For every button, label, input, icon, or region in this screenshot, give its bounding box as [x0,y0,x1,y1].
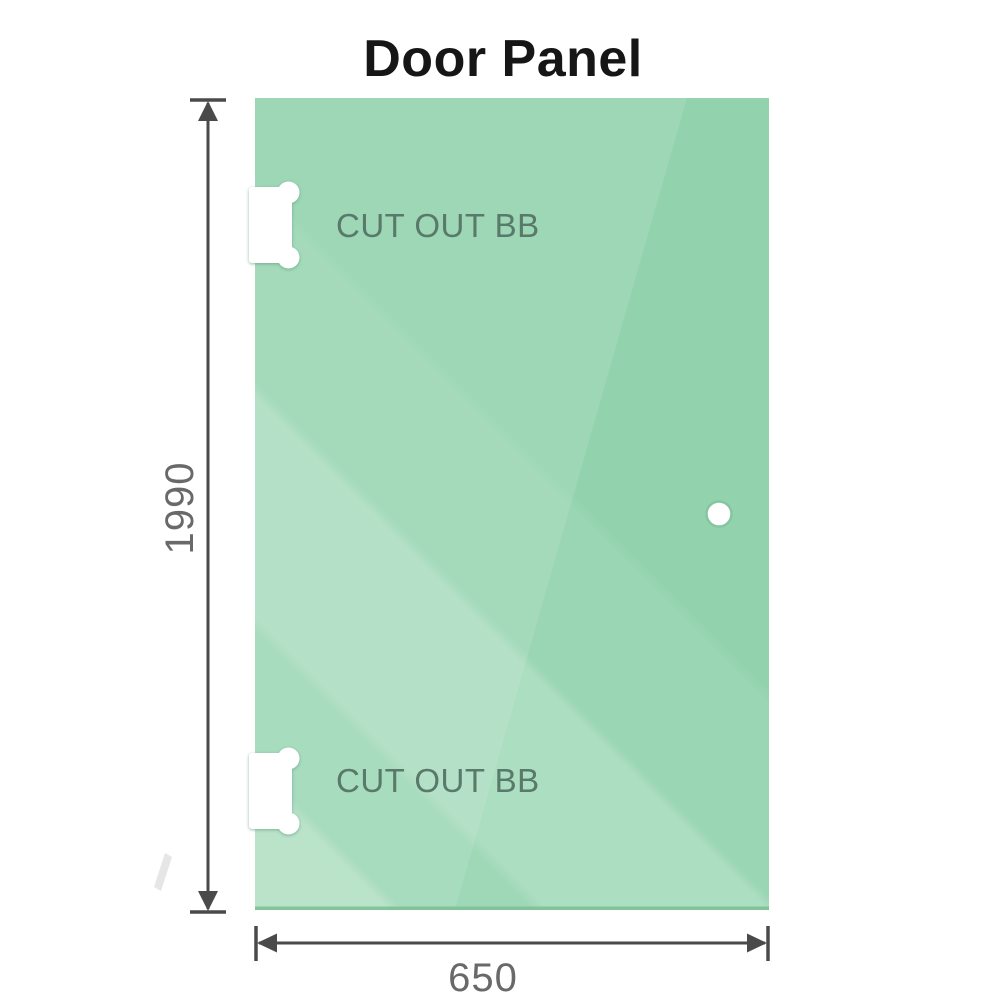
hinge-cutout-bottom-lobe-upper [277,747,300,770]
height-dim-arrow-up-icon [198,101,218,121]
width-dim-arrow-left-icon [257,933,277,953]
hinge-cutout-top-label: CUT OUT BB [336,207,540,244]
diagram-title: Door Panel [363,30,643,88]
hinge-cutout-bottom-lobe-lower [277,812,300,835]
height-dimension: 1990 [158,98,226,914]
hinge-cutout-bottom-body [249,753,292,829]
handle-hole [705,500,733,528]
hinge-cutout-top-lobe-upper [277,181,300,204]
width-dimension-label: 650 [448,956,518,1000]
width-dim-arrow-right-icon [747,933,767,953]
hinge-cutout-top-lobe-lower [277,246,300,269]
hinge-cutout-top-body [249,187,292,263]
hinge-cutout-bottom-label: CUT OUT BB [336,762,540,799]
glass-sheen-wedge [255,98,687,910]
hinge-cutout-bottom [249,747,300,835]
width-dimension: 650 [254,926,770,1000]
reflection-smudge [154,853,172,891]
hinge-cutout-top [249,181,300,269]
glass-panel [255,98,769,910]
glass-panel-bottom-edge [255,906,769,910]
height-dimension-label: 1990 [158,462,202,555]
height-dim-arrow-down-icon [198,891,218,911]
glass-sheen-bands [255,98,769,910]
